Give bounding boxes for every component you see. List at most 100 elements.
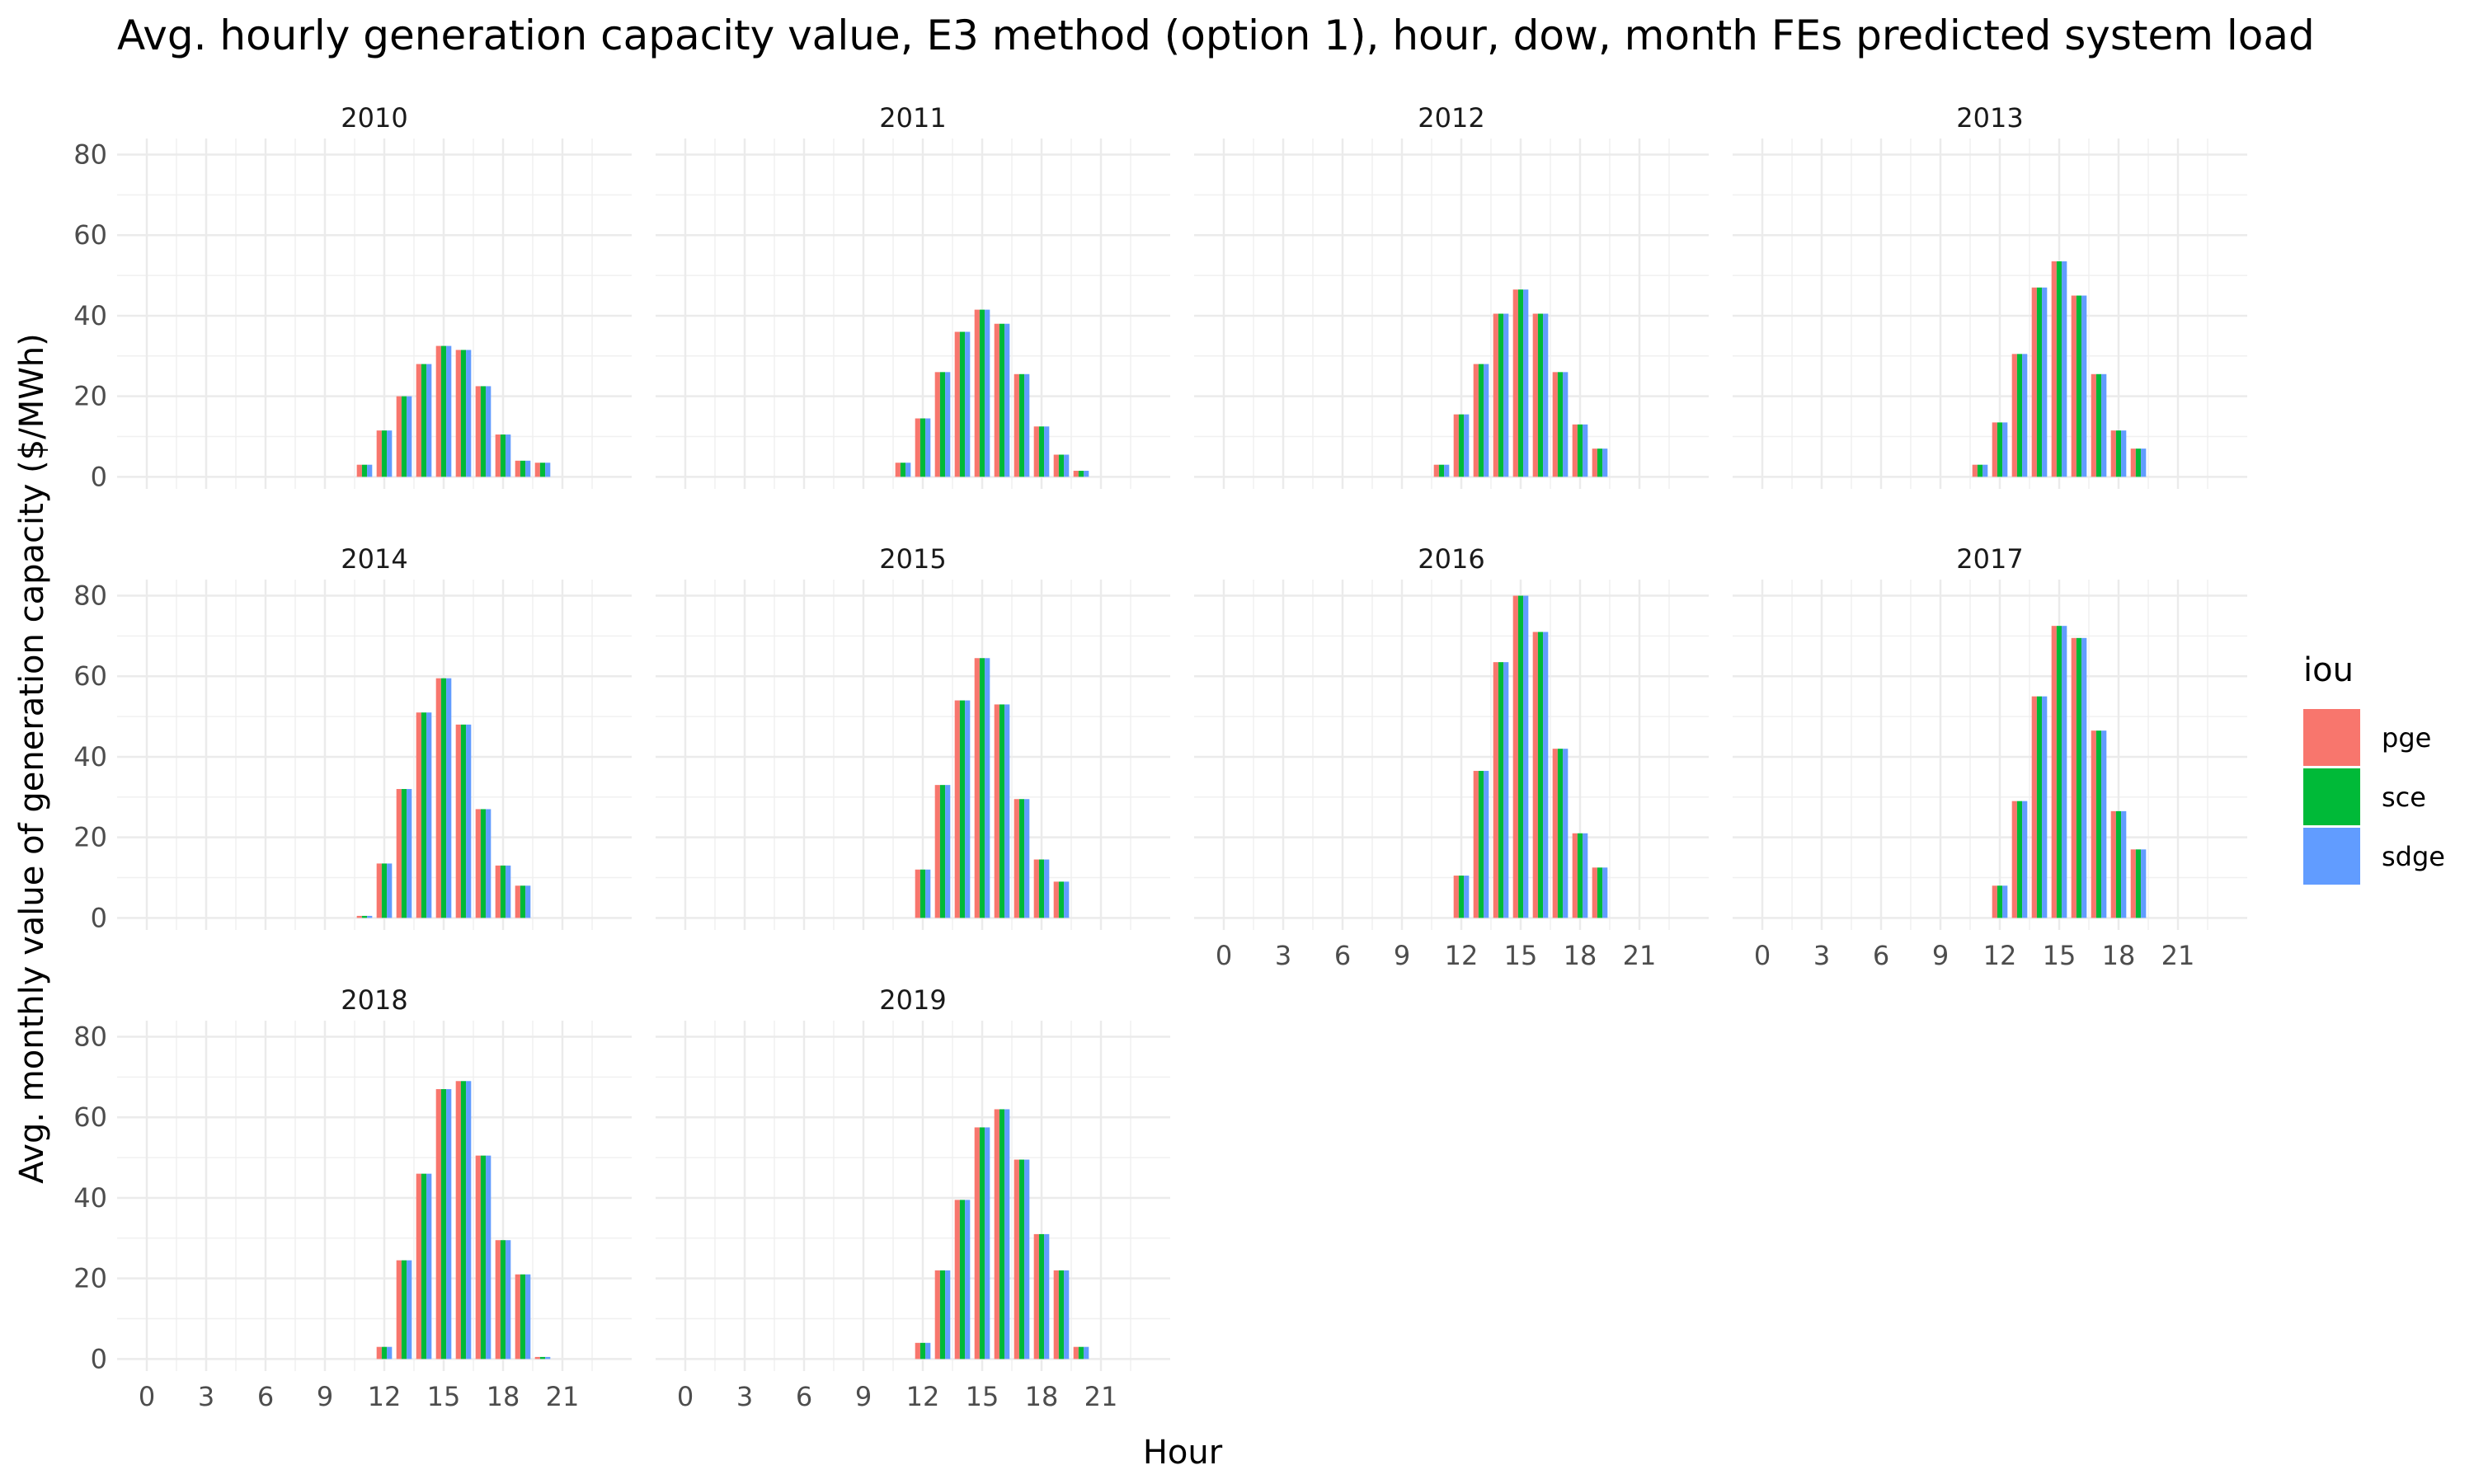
bar-sce (500, 434, 506, 477)
y-axis-title: Avg. monthly value of generation capacit… (13, 333, 51, 1183)
bar-sdge (1004, 704, 1010, 918)
bar-sdge (1024, 1159, 1030, 1360)
x-tick-label: 18 (1564, 940, 1597, 971)
bar-sce (440, 1089, 447, 1360)
bar-sdge (1084, 471, 1089, 477)
bar-pge (376, 1346, 382, 1360)
bar-pge (1532, 632, 1538, 918)
bar-sce (480, 1155, 487, 1360)
bar-sce (1537, 632, 1544, 918)
bar-sce (2115, 430, 2122, 477)
bar-sdge (985, 309, 990, 477)
x-tick-label: 0 (139, 1381, 155, 1412)
bar-sdge (905, 463, 911, 477)
bar-sce (1498, 313, 1504, 477)
bar-pge (915, 1342, 920, 1360)
bar-pge (2011, 801, 2017, 918)
bar-sce (1997, 422, 2003, 477)
bar-pge (994, 323, 999, 477)
bar-sce (460, 350, 467, 477)
x-tick-label: 18 (1025, 1381, 1059, 1412)
x-tick-label: 3 (736, 1381, 753, 1412)
facet-panel-2013: 2013 (1733, 102, 2247, 489)
bar-sdge (2141, 448, 2147, 477)
bar-sdge (446, 1089, 452, 1360)
x-axis-title: Hour (1143, 1434, 1223, 1472)
bar-pge (934, 1270, 940, 1360)
bar-pge (1033, 1233, 1039, 1360)
bar-sdge (1563, 749, 1569, 918)
bar-sce (1977, 464, 1983, 477)
bar-sdge (945, 1270, 951, 1360)
legend: iou pge sce sdge (2303, 651, 2445, 885)
bar-sce (480, 809, 487, 918)
facet-strip-label: 2016 (1418, 543, 1484, 575)
chart-title: Avg. hourly generation capacity value, E… (117, 12, 2315, 59)
bar-pge (475, 809, 481, 918)
bar-sce (520, 1274, 526, 1360)
y-tick-label: 40 (73, 1182, 107, 1214)
y-tick-label: 0 (91, 461, 107, 492)
x-tick-label: 3 (1275, 940, 1291, 971)
y-tick-label: 80 (73, 1021, 107, 1053)
bar-sce (1577, 424, 1583, 477)
bar-sce (979, 309, 985, 477)
bar-sdge (1064, 1270, 1070, 1360)
facet-strip-label: 2014 (341, 543, 407, 575)
bar-sce (939, 1270, 946, 1360)
bar-pge (534, 1356, 540, 1360)
x-tick-label: 9 (317, 1381, 333, 1412)
bar-sdge (387, 430, 393, 477)
bar-sce (1058, 1270, 1065, 1360)
x-tick-label: 21 (1084, 1381, 1118, 1412)
bar-sdge (446, 678, 452, 918)
bar-sce (1018, 1159, 1025, 1360)
bar-sce (1078, 1346, 1084, 1360)
bar-sdge (387, 1346, 393, 1360)
bar-sdge (1583, 424, 1588, 477)
x-tick-label: 21 (2161, 940, 2195, 971)
bar-pge (2091, 373, 2096, 477)
bar-sce (1018, 799, 1025, 918)
x-tick-label: 12 (1445, 940, 1479, 971)
bar-sce (1078, 471, 1084, 477)
bar-pge (396, 1260, 402, 1360)
y-tick-label: 80 (73, 139, 107, 171)
bar-sce (1557, 372, 1564, 477)
bar-pge (1972, 464, 1978, 477)
bar-sdge (525, 460, 531, 477)
x-tick-label: 0 (1216, 940, 1232, 971)
bar-sdge (545, 463, 551, 477)
bar-sdge (1563, 372, 1569, 477)
bar-pge (515, 1274, 520, 1360)
y-tick-label: 60 (73, 1101, 107, 1133)
bar-sdge (525, 885, 531, 918)
bar-sdge (486, 1155, 492, 1360)
bar-sce (539, 463, 546, 477)
y-tick-label: 0 (91, 1343, 107, 1374)
x-tick-label: 9 (1394, 940, 1410, 971)
bar-sce (959, 331, 966, 477)
x-tick-label: 15 (1504, 940, 1538, 971)
bar-pge (2071, 637, 2077, 918)
bar-pge (2031, 287, 2037, 477)
facet-strip-label: 2019 (879, 984, 946, 1016)
bar-sdge (466, 1081, 472, 1360)
bar-sdge (1523, 289, 1529, 477)
bar-sdge (1602, 448, 1608, 477)
bar-sce (959, 1200, 966, 1360)
bar-pge (455, 350, 461, 477)
bar-pge (954, 1200, 960, 1360)
bar-sdge (2002, 422, 2008, 477)
bar-pge (895, 463, 901, 477)
bar-sdge (1464, 414, 1470, 477)
y-tick-label: 20 (73, 822, 107, 853)
legend-swatch-sce (2303, 768, 2360, 825)
x-tick-label: 15 (2043, 940, 2077, 971)
facet-strip-label: 2011 (879, 102, 946, 134)
bar-sdge (985, 658, 990, 918)
bar-pge (994, 704, 999, 918)
bar-sce (1517, 595, 1524, 918)
bar-sdge (1064, 454, 1070, 477)
bar-sdge (1484, 771, 1489, 918)
